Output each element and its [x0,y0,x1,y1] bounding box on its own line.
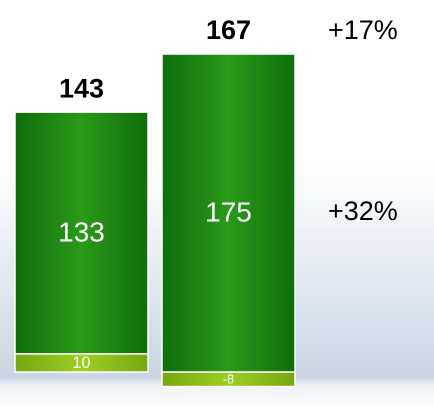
segment-label: 10 [73,354,91,372]
total-label: 143 [59,73,104,103]
annotation: +32% [328,196,398,226]
segment-label: -8 [223,373,234,387]
total-label: 167 [206,15,251,45]
annotation: +17% [328,15,398,45]
bar-segment [161,53,296,373]
segment-label: 133 [58,216,105,247]
segment-label: 175 [205,196,252,227]
bar-segment [14,111,149,355]
